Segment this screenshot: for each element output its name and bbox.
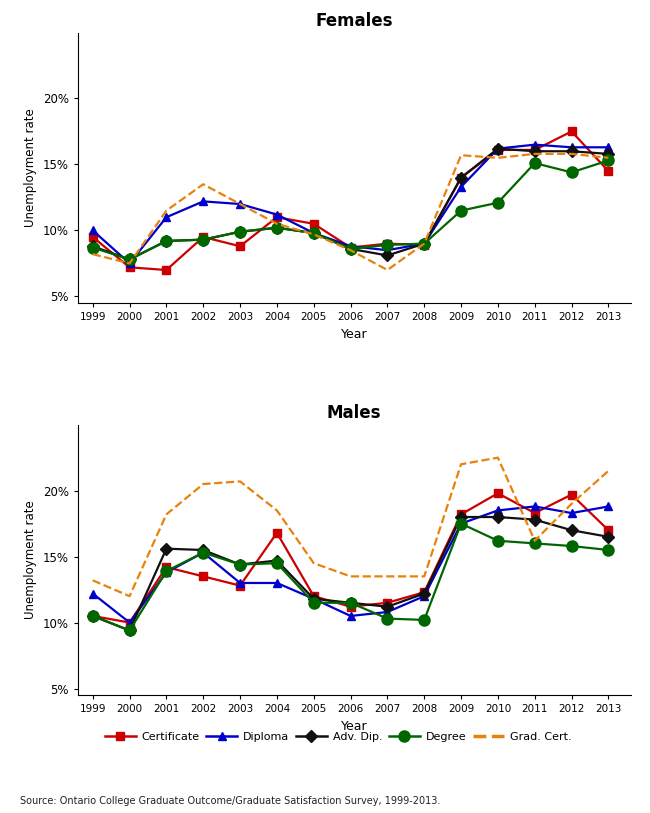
X-axis label: Year: Year — [341, 720, 367, 733]
Title: Females: Females — [315, 11, 393, 29]
Text: Source: Ontario College Graduate Outcome/Graduate Satisfaction Survey, 1999-2013: Source: Ontario College Graduate Outcome… — [20, 797, 440, 806]
Y-axis label: Unemployment rate: Unemployment rate — [25, 108, 38, 227]
Title: Males: Males — [327, 404, 382, 422]
Y-axis label: Unemployment rate: Unemployment rate — [25, 501, 38, 620]
X-axis label: Year: Year — [341, 328, 367, 341]
Legend: Certificate, Diploma, Adv. Dip., Degree, Grad. Cert.: Certificate, Diploma, Adv. Dip., Degree,… — [101, 728, 575, 746]
